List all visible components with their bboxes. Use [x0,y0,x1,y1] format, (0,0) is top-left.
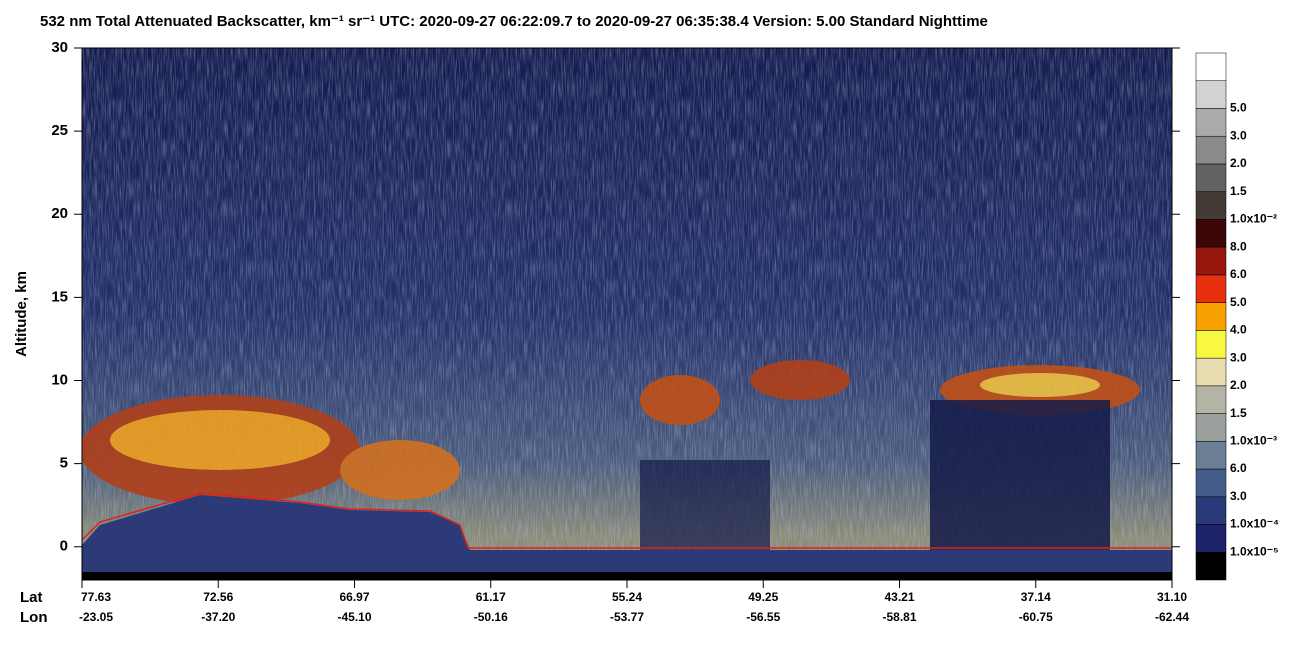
x-tick-label: -50.16 [474,610,508,624]
x-tick-label: 55.24 [612,590,642,604]
colorbar-swatch [1195,552,1227,581]
colorbar-swatch [1195,219,1227,248]
colorbar-swatch [1195,496,1227,525]
y-tick-label: 5 [60,455,68,472]
colorbar-label: 3.0 [1230,489,1247,503]
x-tick-label: 77.63 [81,590,111,604]
colorbar-label: 3.0 [1230,350,1247,364]
colorbar-label: 6.0 [1230,267,1247,281]
colorbar-label: 3.0 [1230,128,1247,142]
x-tick-label: -62.44 [1155,610,1189,624]
y-tick-label: 15 [51,288,68,305]
colorbar-swatch [1195,52,1227,81]
y-tick-label: 25 [51,122,68,139]
x-tick-label: -53.77 [610,610,644,624]
x-tick-label: -45.10 [337,610,371,624]
colorbar-label: 5.0 [1230,295,1247,309]
colorbar-swatch [1195,274,1227,303]
x-tick-label: 61.17 [476,590,506,604]
x-tick-label: 37.14 [1021,590,1051,604]
chart-title: 532 nm Total Attenuated Backscatter, km⁻… [40,13,988,30]
colorbar-label: 8.0 [1230,239,1247,253]
colorbar-label: 2.0 [1230,156,1247,170]
y-tick-label: 10 [51,371,68,388]
colorbar-swatch [1195,524,1227,553]
x-tick-label: 72.56 [203,590,233,604]
y-tick-label: 20 [51,205,68,222]
x-tick-label: 43.21 [884,590,914,604]
backscatter-image [82,48,1172,580]
x-tick-label: -60.75 [1019,610,1053,624]
colorbar-label: 1.0x10⁻² [1230,212,1277,226]
colorbar-swatch [1195,246,1227,276]
x-row-label: Lon [20,609,48,626]
colorbar-label: 1.5 [1230,184,1247,198]
colorbar-swatch [1195,441,1227,470]
colorbar-label: 1.0x10⁻⁵ [1230,544,1279,558]
x-tick-label: 49.25 [748,590,778,604]
colorbar-label: 4.0 [1230,323,1247,337]
colorbar-swatch [1195,191,1227,220]
x-tick-label: -23.05 [79,610,113,624]
colorbar-label: 2.0 [1230,378,1247,392]
y-tick-label: 0 [60,538,68,555]
colorbar-label: 1.5 [1230,406,1247,420]
x-tick-label: 31.10 [1157,590,1187,604]
x-tick-label: 66.97 [339,590,369,604]
x-tick-label: -58.81 [882,610,916,624]
colorbar-label: 1.0x10⁻³ [1230,433,1277,447]
x-tick-label: -56.55 [746,610,780,624]
colorbar-swatch [1195,330,1227,359]
colorbar-swatch [1195,108,1227,137]
colorbar-swatch [1195,413,1227,442]
x-tick-label: -37.20 [201,610,235,624]
y-tick-label: 30 [51,39,68,56]
colorbar-swatch [1195,357,1227,387]
colorbar-label: 5.0 [1230,101,1247,115]
colorbar-swatch [1195,385,1227,414]
y-axis-label: Altitude, km [13,271,30,357]
colorbar-label: 1.0x10⁻⁴ [1230,517,1279,531]
colorbar-swatch [1195,302,1227,331]
colorbar-swatch [1195,468,1227,498]
colorbar-swatch [1195,135,1227,165]
x-row-label: Lat [20,589,43,606]
colorbar-swatch [1195,163,1227,192]
colorbar-label: 6.0 [1230,461,1247,475]
colorbar-swatch [1195,80,1227,109]
